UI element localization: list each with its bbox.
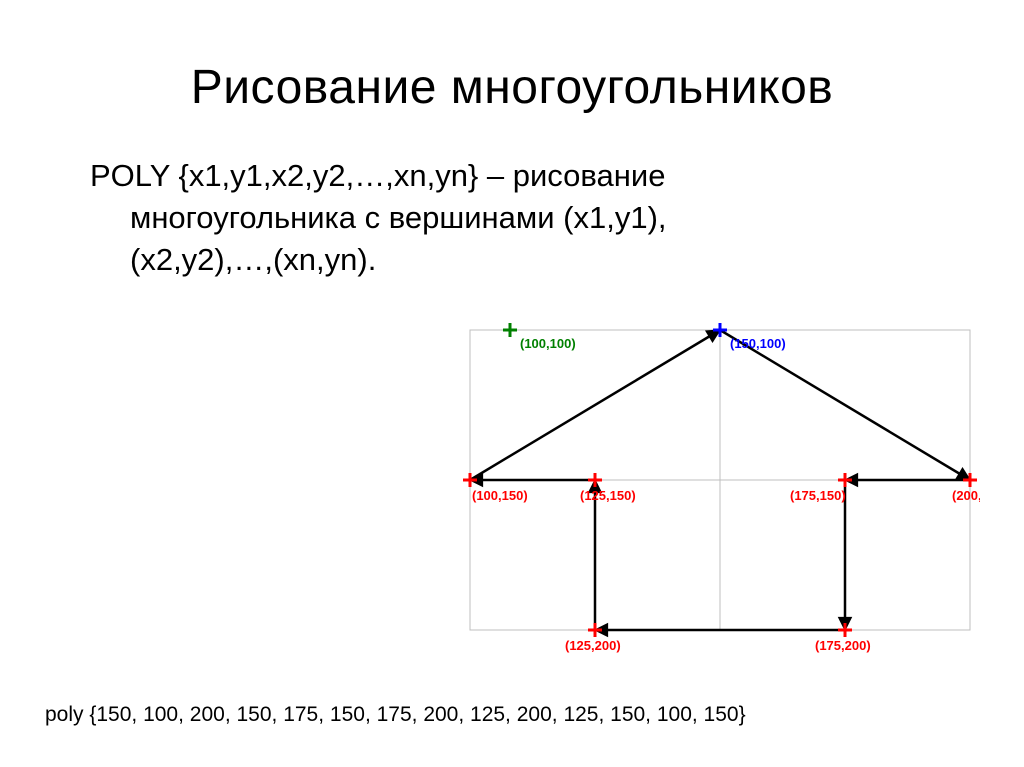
diagram-svg: (100,100) (150,100) (200,150) (175,150) (175…: [450, 310, 980, 660]
svg-text:(150,100): (150,100): [730, 336, 786, 351]
body-line-3: (x2,y2),…,(xn,yn).: [130, 242, 376, 277]
svg-text:(125,150): (125,150): [580, 488, 636, 503]
svg-text:(200,150): (200,150): [952, 488, 980, 503]
footer-code: poly {150, 100, 200, 150, 175, 150, 175,…: [45, 703, 746, 727]
slide-title: Рисование многоугольников: [0, 0, 1024, 115]
svg-text:(175,200): (175,200): [815, 638, 871, 653]
svg-text:(175,150): (175,150): [790, 488, 846, 503]
slide: Рисование многоугольников POLY {x1,y1,x2…: [0, 0, 1024, 767]
svg-text:(100,150): (100,150): [472, 488, 528, 503]
body-line-2: многоугольника с вершинами (x1,y1),: [130, 200, 667, 235]
polygon-diagram: (100,100) (150,100) (200,150) (175,150) (175…: [450, 310, 980, 660]
body-text: POLY {x1,y1,x2,y2,…,xn,yn} – рисование м…: [0, 115, 1024, 281]
svg-text:(100,100): (100,100): [520, 336, 576, 351]
svg-text:(125,200): (125,200): [565, 638, 621, 653]
body-line-1: POLY {x1,y1,x2,y2,…,xn,yn} – рисование: [90, 158, 665, 193]
